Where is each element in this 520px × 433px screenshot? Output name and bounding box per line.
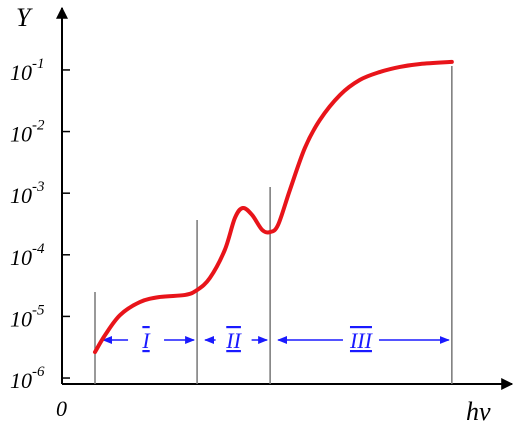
y-tick-exponent: -3 bbox=[32, 179, 45, 195]
y-tick-base: 10 bbox=[10, 122, 32, 147]
x-axis-label: hν bbox=[466, 397, 491, 426]
curve bbox=[93, 59, 454, 355]
y-tick-label: 10-5 bbox=[10, 302, 45, 331]
y-tick-base: 10 bbox=[10, 306, 32, 331]
origin-label: 0 bbox=[56, 396, 67, 421]
y-tick-exponent: -6 bbox=[32, 364, 45, 380]
y-tick-exponent: -5 bbox=[32, 302, 45, 318]
y-tick-label: 10-2 bbox=[10, 118, 45, 147]
y-tick-label: 10-4 bbox=[10, 241, 45, 270]
y-tick-label: 10-3 bbox=[10, 179, 45, 208]
region-label: II bbox=[225, 328, 242, 353]
y-tick-exponent: -4 bbox=[32, 241, 45, 257]
y-tick-base: 10 bbox=[10, 60, 32, 85]
y-tick-base: 10 bbox=[10, 245, 32, 270]
y-axis-label: Y bbox=[16, 3, 33, 32]
y-tick-base: 10 bbox=[10, 368, 32, 393]
y-tick-exponent: -2 bbox=[32, 118, 45, 134]
region-label: III bbox=[349, 328, 374, 353]
y-tick-label: 10-6 bbox=[10, 364, 45, 393]
y-tick-base: 10 bbox=[10, 183, 32, 208]
y-tick-exponent: -1 bbox=[32, 56, 45, 72]
region-label: I bbox=[141, 328, 151, 353]
y-tick-label: 10-1 bbox=[10, 56, 45, 85]
